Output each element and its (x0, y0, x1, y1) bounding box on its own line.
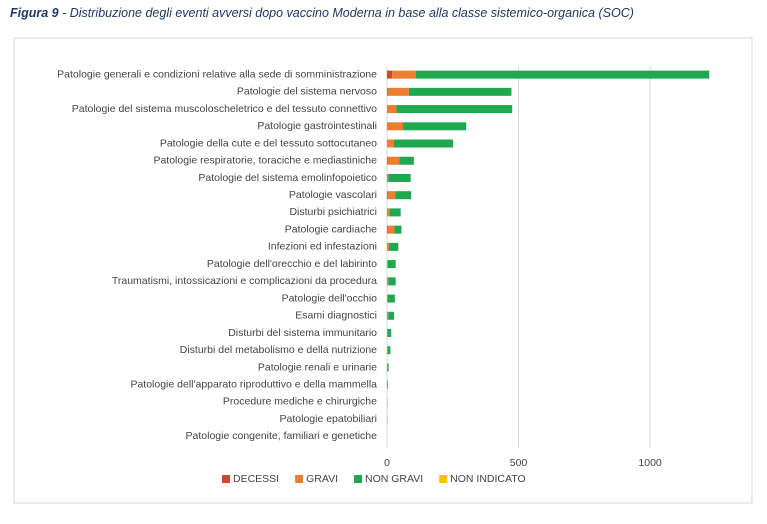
chart-title: Figura 9 - Distribuzione degli eventi av… (10, 6, 634, 20)
legend-swatch (222, 475, 230, 483)
bar-segment (416, 71, 709, 79)
bar-segment (409, 88, 512, 96)
bar-segment (387, 226, 388, 234)
bar-segment (403, 122, 466, 130)
y-tick-label: Disturbi del metabolismo e della nutrizi… (180, 344, 377, 356)
y-tick-label: Patologie del sistema muscoloscheletrico… (72, 103, 377, 115)
bar-segment (388, 295, 395, 303)
y-tick-label: Procedure mediche e chirurgiche (223, 396, 377, 408)
bar-segment (388, 157, 400, 165)
bar-segment (387, 105, 396, 113)
y-tick-label: Esami diagnostici (295, 310, 377, 322)
bar-segment (399, 157, 413, 165)
y-tick-label: Patologie della cute e del tessuto sotto… (160, 137, 377, 149)
bar-segment (387, 329, 388, 337)
y-tick-label: Disturbi psichiatrici (289, 206, 377, 218)
bar-segment (388, 174, 410, 182)
legend-swatch (295, 475, 303, 483)
y-tick-label: Patologie vascolari (289, 189, 377, 201)
bar-segment (387, 312, 388, 320)
y-tick-label: Patologie dell'orecchio e del labirinto (207, 258, 377, 270)
y-tick-label: Patologie respiratorie, toraciche e medi… (153, 155, 377, 167)
y-tick-label: Patologie epatobiliari (280, 413, 377, 425)
legend-swatch (439, 475, 447, 483)
legend-swatch (354, 475, 362, 483)
bar-segment (394, 226, 401, 234)
bar-segment (389, 243, 398, 251)
bar-segment (387, 71, 392, 79)
bar-segment (388, 191, 396, 199)
bar-segment (387, 191, 388, 199)
legend-label: NON INDICATO (450, 473, 525, 485)
bar-segment (388, 329, 391, 337)
bar-segment (387, 277, 388, 285)
bar-segment (387, 208, 390, 216)
x-tick-label: 1000 (638, 457, 662, 469)
bar-segment (390, 208, 401, 216)
y-tick-label: Patologie generali e condizioni relative… (57, 68, 377, 80)
figure-label: Figura 9 (10, 6, 59, 20)
y-tick-label: Patologie del sistema nervoso (237, 86, 377, 98)
y-tick-label: Patologie del sistema emolinfopoietico (198, 172, 377, 184)
bar-segment (388, 312, 394, 320)
bar-segment (395, 191, 411, 199)
title-text: - Distribuzione degli eventi avversi dop… (62, 6, 634, 20)
bar-segment (394, 140, 453, 148)
bar-segment (387, 381, 388, 389)
bar-segment (396, 105, 512, 113)
bar-segment (388, 277, 395, 285)
bar-segment (387, 243, 389, 251)
y-tick-label: Traumatismi, intossicazioni e complicazi… (112, 275, 377, 287)
bar-segment (387, 174, 388, 182)
bar-segment (387, 88, 388, 96)
bar-segment (387, 363, 388, 371)
y-tick-label: Patologie cardiache (285, 223, 377, 235)
y-tick-label: Patologie dell'occhio (282, 292, 378, 304)
x-tick-label: 500 (510, 457, 528, 469)
bar-segment (387, 122, 403, 130)
bar-segment (388, 226, 395, 234)
y-tick-label: Infezioni ed infestazioni (268, 241, 377, 253)
bar-segment (387, 260, 388, 268)
legend-label: GRAVI (306, 473, 338, 485)
bar-segment (387, 140, 394, 148)
y-tick-label: Patologie renali e urinarie (258, 361, 377, 373)
legend-label: DECESSI (233, 473, 279, 485)
y-tick-label: Disturbi del sistema immunitario (228, 327, 377, 339)
bar-segment (392, 71, 416, 79)
x-tick-label: 0 (384, 457, 390, 469)
bar-segment (388, 260, 396, 268)
bar-segment (387, 295, 388, 303)
y-tick-label: Patologie dell'apparato riproduttivo e d… (130, 378, 377, 390)
bar-segment (387, 346, 388, 354)
legend-label: NON GRAVI (365, 473, 423, 485)
bar-segment (388, 88, 409, 96)
bar-segment (388, 346, 391, 354)
y-tick-label: Patologie gastrointestinali (257, 120, 377, 132)
y-tick-label: Patologie congenite, familiari e genetic… (186, 430, 378, 442)
bar-segment (387, 157, 388, 165)
